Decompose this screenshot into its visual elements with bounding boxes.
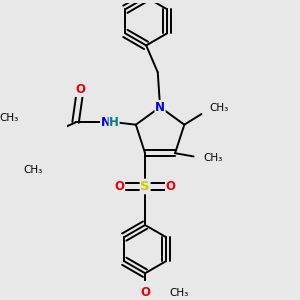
Text: O: O [75, 83, 85, 96]
Text: H: H [109, 116, 119, 129]
Text: N: N [155, 100, 165, 114]
Text: CH₃: CH₃ [169, 288, 188, 298]
Text: CH₃: CH₃ [203, 153, 222, 163]
Text: O: O [140, 286, 150, 299]
Text: N: N [101, 116, 111, 129]
Text: S: S [140, 180, 150, 193]
Text: O: O [115, 180, 124, 193]
Text: CH₃: CH₃ [0, 113, 19, 123]
Text: CH₃: CH₃ [210, 103, 229, 113]
Text: O: O [166, 180, 176, 193]
Text: CH₃: CH₃ [23, 166, 43, 176]
